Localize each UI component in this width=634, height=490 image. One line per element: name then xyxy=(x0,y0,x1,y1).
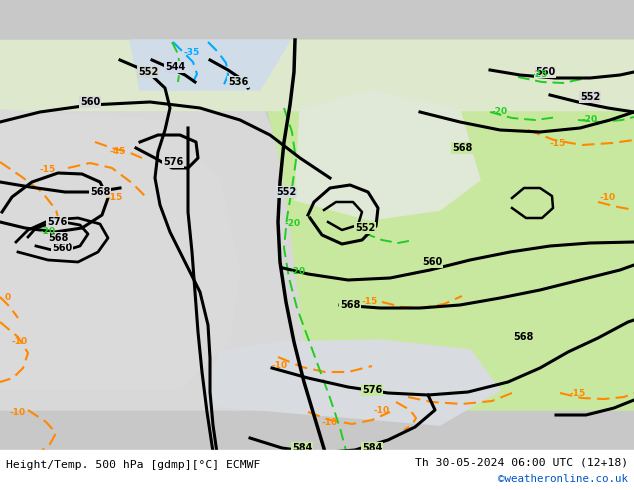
Text: 584: 584 xyxy=(292,443,312,453)
Text: 576: 576 xyxy=(362,385,382,395)
Polygon shape xyxy=(0,110,240,390)
Text: 552: 552 xyxy=(276,187,296,197)
Polygon shape xyxy=(295,90,480,220)
Text: 552: 552 xyxy=(138,67,158,77)
Polygon shape xyxy=(200,340,500,425)
Text: -15: -15 xyxy=(107,193,123,201)
Text: 576: 576 xyxy=(47,217,67,227)
Text: 552: 552 xyxy=(355,223,375,233)
Polygon shape xyxy=(265,40,634,410)
Text: 568: 568 xyxy=(452,143,472,153)
Text: -20: -20 xyxy=(285,219,301,227)
Text: 560: 560 xyxy=(80,97,100,107)
Text: 576: 576 xyxy=(163,157,183,167)
Text: -20: -20 xyxy=(40,227,56,237)
Text: 568: 568 xyxy=(513,332,533,342)
Text: 536: 536 xyxy=(228,77,248,87)
Text: 552: 552 xyxy=(580,92,600,102)
Text: 560: 560 xyxy=(52,243,72,253)
Text: -45: -45 xyxy=(110,147,126,156)
Text: -20: -20 xyxy=(290,268,306,276)
Text: -20: -20 xyxy=(582,116,598,124)
Text: 568: 568 xyxy=(48,233,68,243)
Text: -15: -15 xyxy=(550,139,566,147)
Text: -35: -35 xyxy=(184,49,200,57)
Text: 560: 560 xyxy=(422,257,442,267)
Text: 568: 568 xyxy=(340,300,360,310)
Text: Height/Temp. 500 hPa [gdmp][°C] ECMWF: Height/Temp. 500 hPa [gdmp][°C] ECMWF xyxy=(6,460,261,470)
Text: 568: 568 xyxy=(90,187,110,197)
Bar xyxy=(0,450,634,490)
Text: 0: 0 xyxy=(5,294,11,302)
Text: -10: -10 xyxy=(600,193,616,201)
Text: 560: 560 xyxy=(535,67,555,77)
Text: -20: -20 xyxy=(492,107,508,117)
Polygon shape xyxy=(130,40,290,90)
Text: -15: -15 xyxy=(362,297,378,307)
Text: -15: -15 xyxy=(40,166,56,174)
Text: -10: -10 xyxy=(374,406,390,415)
Text: 544: 544 xyxy=(165,62,185,72)
Text: -10: -10 xyxy=(322,417,338,426)
Text: Th 30-05-2024 06:00 UTC (12+18): Th 30-05-2024 06:00 UTC (12+18) xyxy=(415,457,628,467)
Polygon shape xyxy=(0,40,634,110)
Text: -15: -15 xyxy=(570,389,586,397)
Text: -10: -10 xyxy=(10,408,26,416)
Text: ©weatheronline.co.uk: ©weatheronline.co.uk xyxy=(498,474,628,484)
Text: -10: -10 xyxy=(12,338,28,346)
Text: -25: -25 xyxy=(532,71,548,79)
Text: 584: 584 xyxy=(362,443,382,453)
Polygon shape xyxy=(0,60,310,410)
Text: -10: -10 xyxy=(272,361,288,369)
